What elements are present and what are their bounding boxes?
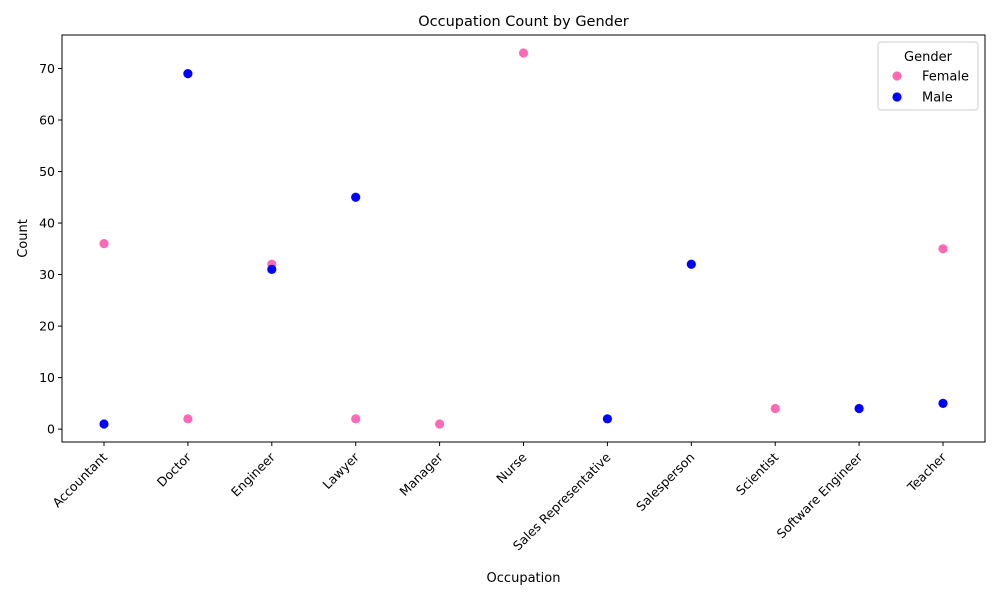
y-tick-label: 50 (39, 164, 55, 179)
point-male-accountant (99, 419, 109, 429)
x-tick-label: Teacher (904, 449, 950, 495)
x-tick-label: Nurse (493, 449, 530, 486)
y-tick-label: 20 (39, 319, 55, 334)
point-female-doctor (183, 414, 193, 424)
point-female-accountant (99, 239, 109, 249)
x-tick-label: Salesperson (633, 450, 697, 514)
x-axis-label: Occupation (487, 571, 561, 586)
y-tick-label: 30 (39, 267, 55, 282)
legend-label-male: Male (922, 91, 953, 106)
legend-title: Gender (904, 50, 953, 65)
y-tick-label: 40 (39, 216, 55, 231)
series-male (99, 69, 948, 429)
x-tick-label: Scientist (733, 449, 782, 498)
axes-frame (61, 34, 986, 443)
legend-marker-male (892, 92, 902, 102)
point-male-engineer (267, 264, 277, 275)
point-female-manager (435, 419, 445, 429)
x-axis: Accountant Doctor Engineer Lawyer Manager Nur… (49, 442, 950, 553)
x-tick-label: Accountant (49, 449, 110, 510)
x-tick-label: Software Engineer (773, 449, 865, 541)
x-tick-label: Manager (396, 449, 446, 499)
y-tick-label: 60 (39, 113, 55, 128)
point-female-scientist (770, 403, 780, 414)
point-male-salesperson (686, 259, 696, 269)
y-axis: 0 10 20 30 40 50 60 70 (39, 61, 62, 437)
x-tick-label: Lawyer (319, 449, 362, 492)
point-female-nurse (518, 48, 529, 58)
x-tick-label: Doctor (154, 449, 195, 490)
point-male-doctor (183, 69, 193, 79)
y-tick-label: 0 (47, 422, 55, 437)
x-tick-label: Engineer (228, 449, 279, 500)
y-tick-label: 10 (39, 370, 55, 385)
series-female (99, 48, 948, 429)
point-female-lawyer (351, 414, 361, 424)
point-male-teacher (938, 398, 948, 408)
chart-title: Occupation Count by Gender (418, 14, 629, 30)
point-male-software-engineer (854, 403, 864, 414)
legend-marker-female (892, 71, 902, 81)
point-male-lawyer (351, 192, 361, 202)
legend-box (877, 41, 979, 111)
point-male-sales-representative (602, 414, 613, 424)
x-tick-label: Sales Representative (510, 449, 614, 553)
legend-label-female: Female (922, 70, 969, 85)
y-axis-label: Count (16, 219, 31, 258)
y-tick-label: 70 (39, 61, 55, 76)
legend: Gender Female Male (877, 41, 979, 111)
point-female-teacher (938, 244, 948, 254)
plot-area (99, 48, 948, 429)
